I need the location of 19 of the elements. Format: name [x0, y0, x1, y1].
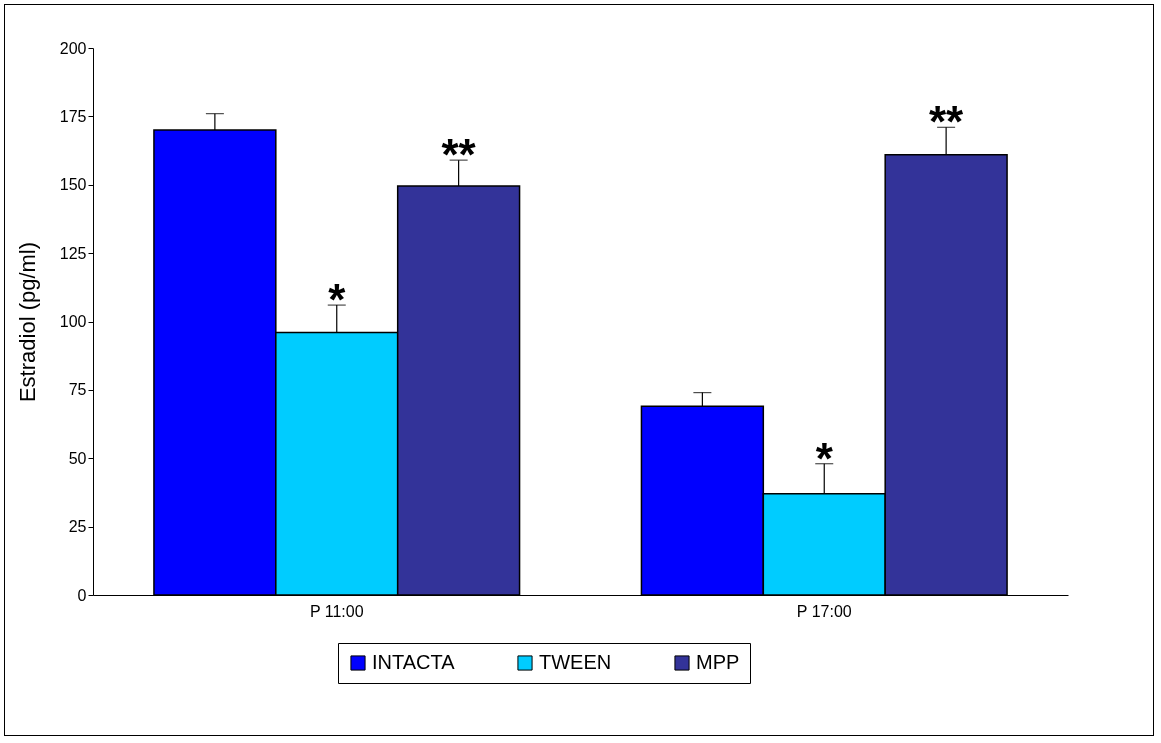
y-tick-label: 200 — [59, 39, 87, 57]
legend-label: INTACTA — [372, 651, 456, 673]
y-tick-label: 25 — [68, 518, 87, 536]
y-tick-label: 50 — [68, 449, 87, 467]
y-tick-label: 125 — [59, 244, 87, 262]
legend-label: MPP — [696, 651, 740, 673]
legend-label: TWEEN — [539, 651, 612, 673]
x-tick-label: P 11:00 — [309, 602, 364, 620]
annotation: * — [328, 275, 347, 325]
annotation: * — [815, 433, 834, 483]
y-tick-label: 175 — [59, 107, 87, 125]
y-tick-label: 0 — [77, 586, 87, 604]
y-tick-label: 150 — [59, 176, 87, 194]
annotation: ** — [441, 130, 477, 180]
x-tick-label: P 17:00 — [796, 602, 852, 620]
y-tick-label: 75 — [68, 381, 87, 399]
annotation: ** — [929, 97, 965, 147]
y-axis-title: Estradiol (pg/ml) — [14, 241, 40, 403]
y-tick-label: 100 — [59, 313, 87, 330]
